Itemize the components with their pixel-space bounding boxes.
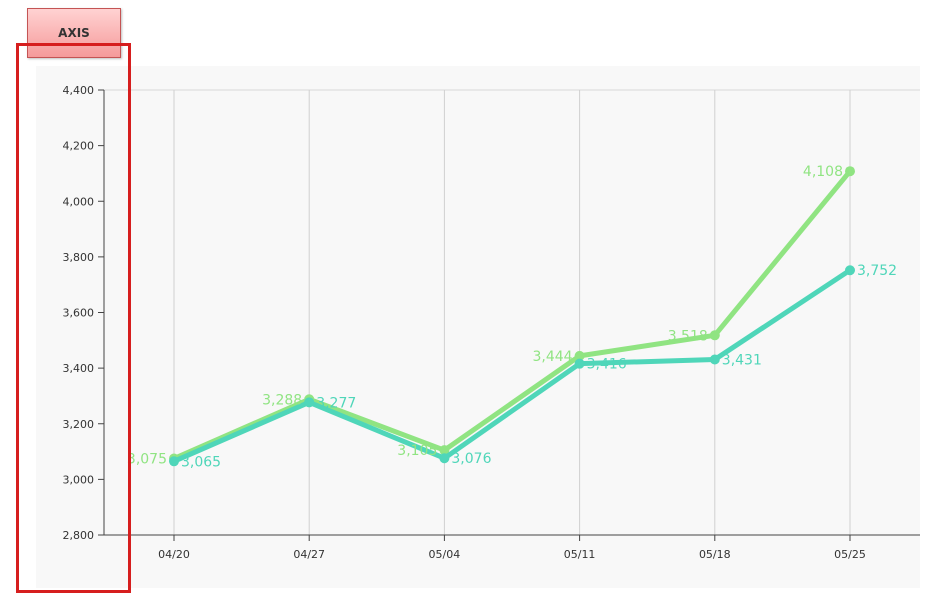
data-point — [304, 397, 315, 408]
y-tick-label: 3,200 — [63, 418, 95, 431]
y-tick-label: 3,600 — [63, 307, 95, 320]
axes: 04/20 04/27 05/04 05/11 05/18 05/25 2,800 3,000… — [63, 84, 920, 561]
series-line — [171, 267, 853, 464]
x-tick-label: 05/04 — [429, 548, 461, 561]
data-labels: 3,075 3,288 3,105 3,444 3,518 4,108 3,065 3,277… — [127, 164, 897, 470]
data-point — [439, 453, 450, 464]
x-tick-label: 04/27 — [293, 548, 325, 561]
data-point — [845, 265, 855, 276]
data-label: 3,518 — [668, 328, 708, 344]
data-label: 3,752 — [857, 263, 897, 279]
data-label: 3,444 — [533, 349, 573, 365]
y-tick-label: 3,000 — [63, 473, 95, 486]
data-label: 3,416 — [587, 357, 627, 373]
data-label: 3,431 — [722, 353, 762, 369]
data-point — [439, 445, 450, 456]
data-point — [845, 166, 855, 177]
y-tick-label: 4,400 — [63, 84, 95, 97]
series-line — [171, 168, 853, 462]
y-tick-label: 3,800 — [63, 251, 95, 264]
data-point — [709, 354, 720, 365]
data-point — [709, 330, 720, 341]
axis-badge[interactable]: AXIS — [27, 8, 121, 58]
data-label: 3,076 — [451, 451, 491, 467]
y-tick-label: 3,400 — [63, 362, 95, 375]
data-label: 4,108 — [803, 164, 843, 180]
y-tick-label: 2,800 — [63, 529, 95, 542]
plot-area — [36, 66, 920, 588]
x-tick-label: 04/20 — [158, 548, 190, 561]
series-layer — [169, 166, 855, 467]
data-point — [574, 358, 585, 369]
data-point — [169, 456, 179, 467]
x-tick-label: 05/11 — [564, 548, 596, 561]
data-label: 3,065 — [181, 454, 221, 470]
data-label: 3,105 — [397, 443, 437, 459]
y-tick-label: 4,200 — [63, 140, 95, 153]
data-label: 3,075 — [127, 452, 167, 468]
data-label: 3,288 — [262, 392, 302, 408]
grid — [104, 89, 920, 535]
data-label: 3,277 — [316, 395, 356, 411]
x-tick-label: 05/25 — [834, 548, 866, 561]
data-point — [574, 350, 585, 361]
x-tick-label: 05/18 — [699, 548, 731, 561]
y-tick-label: 4,000 — [63, 195, 95, 208]
axis-badge-label: AXIS — [58, 26, 90, 40]
